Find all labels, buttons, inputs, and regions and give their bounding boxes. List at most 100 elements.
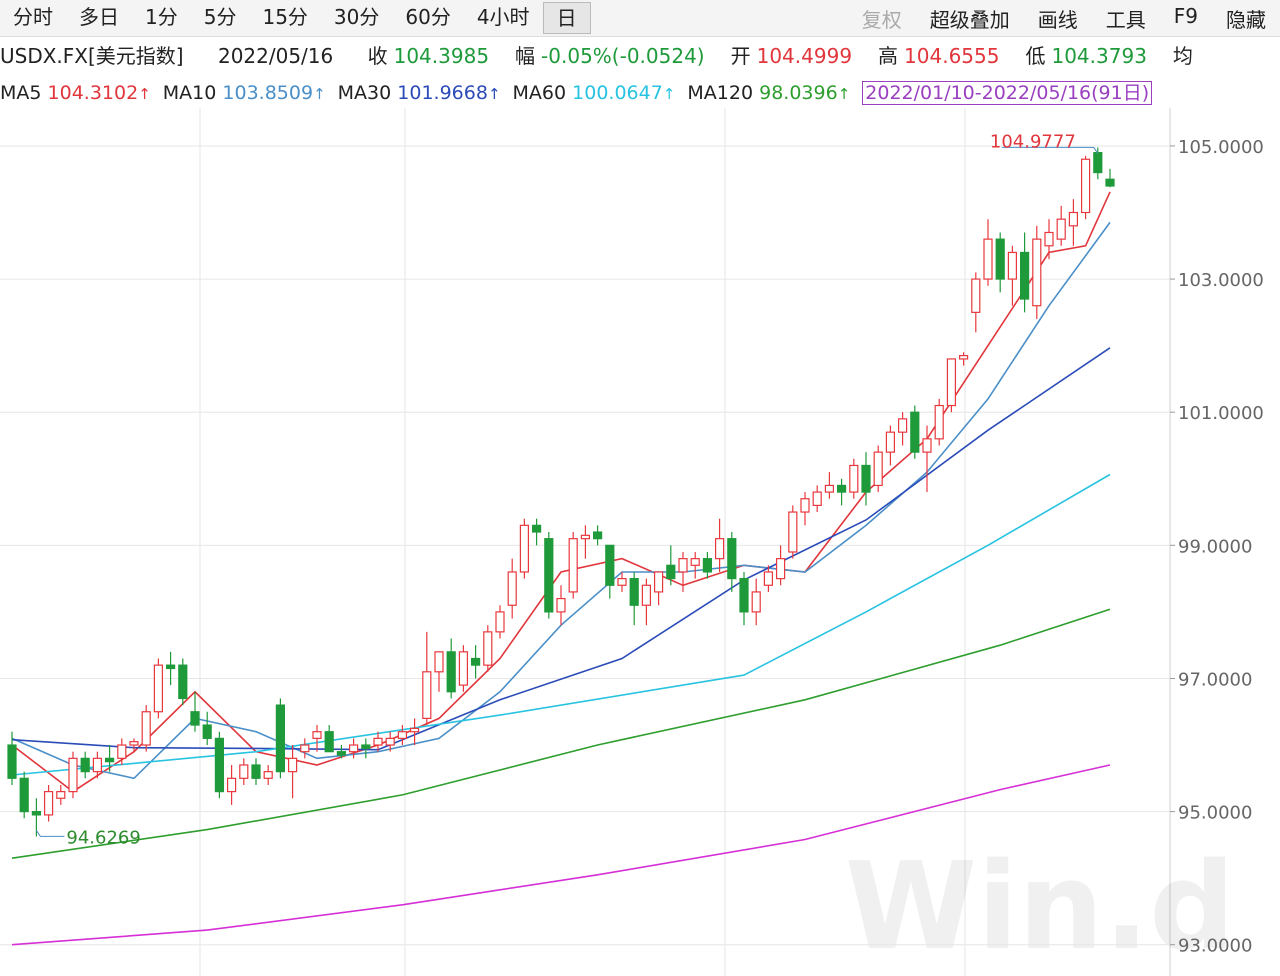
candle-body	[873, 451, 883, 487]
candle-body	[690, 558, 700, 566]
y-tick-label: 103.0000	[1178, 270, 1264, 291]
candle-body	[1093, 152, 1103, 174]
legend-name: MA10	[162, 82, 217, 104]
period-tab[interactable]: 1分	[145, 5, 178, 29]
ma-line	[11, 473, 1111, 776]
candle-body	[1032, 238, 1042, 307]
y-tick-label: 101.0000	[1178, 403, 1264, 424]
candle-body	[275, 704, 285, 773]
candle-body	[946, 358, 957, 407]
period-tab[interactable]: 4小时	[476, 5, 530, 29]
quote-field: 收 104.3985	[368, 44, 495, 68]
tool-buttons: 复权 超级叠加 画线 工具 F9 隐藏	[848, 4, 1280, 33]
candle-body	[7, 744, 17, 779]
ma-line	[11, 608, 1111, 859]
candle-body	[641, 584, 652, 606]
quote-label: 收	[367, 44, 388, 68]
candle-body	[958, 355, 969, 360]
toolbar: 分时 多日 1分 5分 15分 30分 60分 4小时日 复权 超级叠加 画线 工具 F9 隐藏	[0, 0, 1280, 37]
period-tab[interactable]: 分时	[13, 5, 53, 29]
date: 2022/05/16	[217, 44, 334, 68]
candle-body	[1056, 218, 1066, 240]
tool-button[interactable]: 画线	[1037, 7, 1078, 32]
legend-value: 100.0647	[572, 82, 675, 104]
legend-entry: MA30 101.9668	[338, 82, 501, 104]
annotation-label: 94.6269	[66, 827, 140, 848]
candle-body	[361, 744, 371, 749]
candle-body	[983, 238, 993, 280]
ma-line	[11, 191, 1111, 793]
candle-body	[556, 597, 566, 613]
candle-body	[897, 418, 908, 433]
ma-legend: MA5 104.3102 MA10 103.8509 MA30 101.9668 MA…	[0, 78, 1280, 108]
candle-body	[495, 611, 505, 633]
candle-body	[324, 731, 334, 753]
annotation-arrow	[35, 830, 65, 837]
candle-body	[166, 664, 176, 670]
candle-body	[800, 498, 810, 513]
candle-body	[56, 791, 66, 799]
quote-value: 104.3985	[393, 44, 490, 68]
legend-value: 98.0396	[759, 82, 850, 104]
legend-name: MA5	[0, 82, 42, 104]
candle-body	[849, 464, 859, 493]
candle-body	[263, 771, 273, 779]
period-tab[interactable]: 60分	[405, 5, 451, 29]
candle-body	[141, 711, 151, 746]
quote-label: 开	[730, 44, 751, 68]
candle-body	[1068, 211, 1079, 227]
candle-body	[434, 651, 444, 673]
candle-body	[227, 777, 237, 793]
tool-button[interactable]: 超级叠加	[929, 7, 1010, 32]
annotation-arrow	[1001, 146, 1099, 154]
candle-body	[714, 538, 725, 560]
symbol: USDX.FX[美元指数]	[0, 44, 184, 68]
candle-body	[995, 238, 1005, 280]
tool-button[interactable]: 工具	[1105, 7, 1146, 32]
period-tab[interactable]: 多日	[79, 5, 119, 29]
legend-entry: MA10 103.8509	[163, 82, 326, 104]
legend-entry: MA60 100.0647	[513, 82, 676, 104]
candle-body	[68, 757, 78, 793]
candle-body	[117, 744, 127, 759]
ma-line	[11, 347, 1111, 751]
period-tab[interactable]: 日	[542, 2, 591, 34]
ma-line	[11, 221, 1111, 780]
quote-field: 低 104.3793	[1025, 44, 1152, 68]
quote-field: 高 104.6555	[878, 44, 1005, 68]
tool-button[interactable]: 隐藏	[1226, 7, 1266, 32]
watermark: Win.d	[845, 838, 1235, 976]
candle-body	[824, 484, 835, 493]
candle-body	[239, 764, 249, 779]
quote-label: 幅	[515, 44, 536, 68]
candle-body	[251, 764, 261, 779]
candle-body	[580, 534, 591, 540]
candle-body	[349, 744, 359, 753]
candle-body	[288, 757, 298, 773]
period-tab[interactable]: 15分	[262, 5, 308, 29]
candle-body	[836, 484, 847, 493]
candle-body	[153, 664, 163, 713]
candle-body	[605, 544, 615, 586]
candle-body	[19, 777, 29, 813]
period-tab[interactable]: 30分	[333, 5, 380, 29]
quote-value: 104.3793	[1051, 44, 1147, 68]
quote-value: 104.4999	[756, 44, 853, 68]
legend-name: MA60	[512, 82, 567, 104]
candle-body	[80, 757, 90, 773]
legend-value: 104.3102	[48, 82, 151, 104]
period-tab[interactable]: 5分	[203, 5, 237, 29]
quote-field: 幅 -0.05%(-0.0524)	[515, 44, 711, 68]
candle-body	[788, 511, 798, 553]
candle-body	[702, 558, 713, 573]
candle-body	[373, 737, 383, 746]
legend-name: MA120	[687, 82, 754, 104]
candle-body	[31, 810, 42, 816]
candle-body	[666, 564, 676, 580]
candle-body	[1007, 251, 1018, 280]
candle-body	[934, 404, 944, 440]
quote-label: 高	[878, 44, 899, 68]
candle-body	[385, 737, 395, 746]
tool-button[interactable]: F9	[1173, 3, 1198, 28]
candle-body	[446, 651, 456, 693]
